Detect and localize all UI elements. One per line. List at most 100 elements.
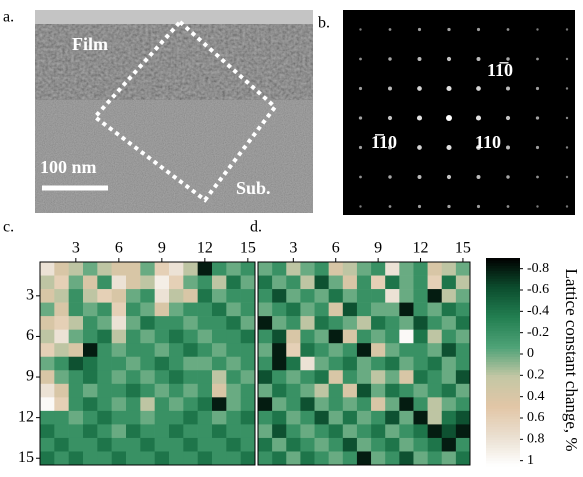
heatmap-cell (183, 262, 198, 276)
heatmap-cell (126, 357, 141, 371)
heatmap-cell (428, 384, 442, 398)
heatmap-cell (140, 316, 155, 330)
spot (417, 115, 422, 120)
spot (359, 87, 362, 90)
heatmap-cell (169, 276, 184, 290)
heatmap-cell (442, 262, 456, 276)
panel-label: c. (3, 219, 14, 236)
heatmap-cell (329, 411, 343, 425)
heatmap-cell (343, 276, 357, 290)
heatmap-cell (241, 370, 256, 384)
heatmap-cell (272, 451, 286, 465)
heatmap-cell (183, 316, 198, 330)
heatmap-cell (198, 438, 213, 452)
heatmap-cell (155, 289, 170, 303)
heatmap-cell (97, 370, 112, 384)
heatmap-cell (442, 316, 456, 330)
heatmap-cell (97, 303, 112, 317)
heatmap-cell (155, 343, 170, 357)
heatmap-cell (456, 438, 470, 452)
heatmap-cell (112, 424, 127, 438)
heatmap-cell (212, 438, 227, 452)
heatmap-cell (69, 343, 84, 357)
heatmap-cell (155, 357, 170, 371)
heatmap-cell (428, 262, 442, 276)
heatmap-cell (343, 438, 357, 452)
micrograph: Film 100 nm Sub. (35, 10, 313, 213)
heatmap-cell (97, 384, 112, 398)
heatmap-cell (40, 276, 55, 290)
spot (566, 146, 568, 148)
heatmap-cell (83, 357, 98, 371)
heatmap-cell (40, 397, 55, 411)
heatmap-cell (385, 438, 399, 452)
heatmap-cell (272, 438, 286, 452)
heatmap-cell (140, 303, 155, 317)
spot (446, 86, 451, 91)
heatmap-cell (241, 343, 256, 357)
heatmap-cell (428, 424, 442, 438)
heatmap-cell (140, 384, 155, 398)
heatmap-cell (40, 316, 55, 330)
heatmap-cell (272, 397, 286, 411)
heatmap-cell (112, 276, 127, 290)
heatmap-cell (54, 289, 69, 303)
heatmap-cell (97, 343, 112, 357)
heatmap-cell (286, 411, 300, 425)
heatmap-cell (329, 262, 343, 276)
heatmap-cell (428, 343, 442, 357)
spot (446, 145, 451, 150)
heatmap-cell (126, 438, 141, 452)
heatmap-cell (456, 330, 470, 344)
heatmap-cell (155, 411, 170, 425)
heatmap-cell (97, 411, 112, 425)
scale-label: 100 nm (40, 157, 97, 177)
heatmap-cell (212, 384, 227, 398)
heatmap-cell (212, 262, 227, 276)
heatmap-cell (357, 289, 371, 303)
colorbar-tick-label: -0.2 (527, 325, 549, 340)
heatmap-cell (169, 411, 184, 425)
heatmap-cell (315, 397, 329, 411)
heatmap-cell (399, 384, 413, 398)
heatmap-cell (212, 343, 227, 357)
spot (476, 86, 481, 91)
heatmap-cell (83, 424, 98, 438)
heatmap-cell (385, 276, 399, 290)
heatmap-cell (183, 451, 198, 465)
heatmap-cell (371, 316, 385, 330)
heatmap-cell (428, 316, 442, 330)
panel-label: a. (3, 9, 14, 26)
spot (507, 28, 510, 31)
heatmap-cell (315, 330, 329, 344)
spot (536, 205, 538, 207)
heatmap-cell (140, 424, 155, 438)
heatmap-cell (428, 330, 442, 344)
heatmap-cell (140, 370, 155, 384)
heatmap-cell (155, 451, 170, 465)
x-tick-label: 15 (240, 240, 256, 257)
heatmap-cell (300, 289, 314, 303)
heatmap-cell (385, 303, 399, 317)
heatmap-cell (357, 262, 371, 276)
heatmap-cell (83, 384, 98, 398)
spot (536, 58, 539, 61)
spot (388, 57, 391, 60)
heatmap-cell (169, 303, 184, 317)
heatmap-cell (385, 289, 399, 303)
heatmap-cell (155, 303, 170, 317)
heatmap-cell (54, 343, 69, 357)
heatmap-cell (198, 289, 213, 303)
heatmap-cell (183, 384, 198, 398)
heatmap-cell (399, 330, 413, 344)
colorbar-tick-label: -0.4 (527, 304, 549, 319)
heatmap-cell (54, 411, 69, 425)
heatmap-cell (371, 343, 385, 357)
heatmap-cell (126, 370, 141, 384)
x-tick-label: 6 (332, 240, 340, 257)
panel-label: d. (250, 219, 262, 236)
heatmap-cell (428, 438, 442, 452)
spot (506, 146, 510, 150)
heatmap-cell (40, 262, 55, 276)
heatmap-cell (112, 438, 127, 452)
